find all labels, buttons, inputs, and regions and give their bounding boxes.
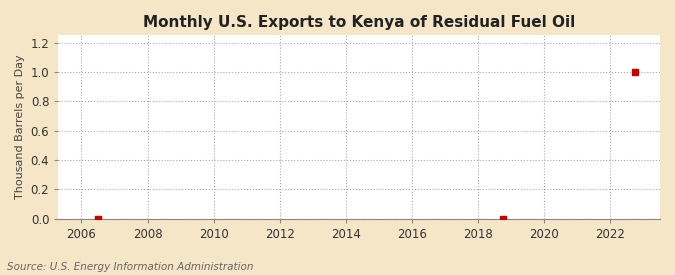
- Point: [92, 216, 103, 221]
- Point: [497, 216, 508, 221]
- Title: Monthly U.S. Exports to Kenya of Residual Fuel Oil: Monthly U.S. Exports to Kenya of Residua…: [143, 15, 575, 30]
- Point: [630, 70, 641, 74]
- Y-axis label: Thousand Barrels per Day: Thousand Barrels per Day: [15, 55, 25, 199]
- Text: Source: U.S. Energy Information Administration: Source: U.S. Energy Information Administ…: [7, 262, 253, 272]
